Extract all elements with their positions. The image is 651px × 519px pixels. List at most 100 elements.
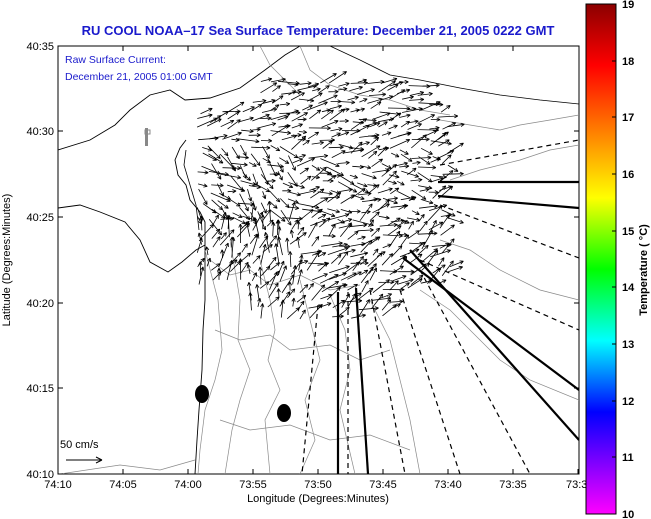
- current-vector: [397, 180, 405, 186]
- current-vector: [226, 216, 231, 238]
- current-vector: [411, 210, 420, 215]
- current-vector: [372, 296, 392, 301]
- current-vector: [300, 175, 312, 185]
- current-vector: [290, 92, 305, 101]
- current-vector: [391, 152, 400, 158]
- current-vector: [337, 87, 348, 92]
- current-vector: [356, 107, 365, 112]
- current-vector: [238, 223, 243, 244]
- coastline-north: [58, 46, 301, 151]
- current-vector: [260, 303, 265, 319]
- current-vector: [270, 130, 292, 135]
- current-vector: [322, 140, 333, 149]
- beam-line: [439, 139, 579, 166]
- current-vector: [420, 147, 433, 155]
- current-vector: [417, 165, 437, 170]
- colorbar-ticks: [612, 3, 616, 515]
- current-vector: [200, 107, 213, 115]
- current-vector: [379, 293, 393, 299]
- current-vector: [296, 294, 307, 303]
- station-marker: [277, 404, 291, 422]
- current-vector: [447, 217, 464, 224]
- current-vector: [257, 122, 277, 129]
- current-vector: [307, 92, 323, 102]
- current-vector: [419, 220, 428, 231]
- current-vector: [389, 265, 404, 276]
- current-vector: [276, 288, 281, 298]
- current-vector: [232, 216, 246, 225]
- current-vector: [297, 154, 306, 158]
- current-vector: [277, 115, 289, 121]
- colorbar-tick-label: 17: [622, 112, 634, 124]
- x-tick-label: 73:50: [304, 479, 332, 491]
- current-vector: [252, 127, 261, 132]
- current-vector: [207, 145, 221, 159]
- current-vector: [368, 134, 378, 139]
- x-tick-marks: [57, 46, 579, 474]
- current-vector: [240, 144, 247, 157]
- current-vector: [212, 236, 221, 248]
- current-vector: [347, 283, 358, 291]
- current-vector: [441, 260, 454, 277]
- current-vector: [277, 162, 284, 173]
- current-vector: [240, 180, 257, 187]
- current-vector: [427, 249, 439, 264]
- current-vector: [219, 259, 238, 274]
- current-vector: [288, 205, 300, 210]
- current-vectors: [196, 71, 465, 320]
- current-vector: [411, 189, 427, 200]
- current-vector: [337, 181, 358, 193]
- y-tick-label: 40:10: [26, 469, 54, 481]
- current-vector: [417, 244, 429, 256]
- current-vector: [262, 191, 267, 200]
- current-vector: [369, 122, 381, 128]
- current-vector: [397, 278, 414, 285]
- current-vector: [399, 113, 411, 118]
- current-vector: [221, 212, 227, 230]
- current-vector: [449, 260, 464, 267]
- current-vector: [430, 117, 441, 122]
- current-vector: [347, 230, 359, 240]
- current-vector: [372, 112, 391, 120]
- current-vector: [387, 84, 399, 91]
- current-vector: [328, 145, 344, 150]
- current-vector: [349, 85, 363, 92]
- current-vector: [209, 134, 228, 140]
- current-vector: [447, 164, 459, 172]
- current-vector: [219, 242, 229, 264]
- current-vector: [281, 274, 295, 294]
- current-vector: [268, 282, 279, 298]
- current-vector: [317, 214, 327, 219]
- current-vector: [441, 209, 456, 217]
- colorbar-tick-label: 15: [622, 226, 634, 238]
- current-vector: [389, 139, 411, 149]
- current-vector: [321, 241, 343, 247]
- current-vector: [270, 262, 281, 271]
- current-vector: [257, 297, 262, 307]
- current-vector: [217, 111, 229, 119]
- current-vector: [287, 82, 299, 87]
- current-vector: [222, 131, 242, 140]
- current-vector: [377, 199, 390, 211]
- current-vector: [268, 256, 277, 267]
- current-vector: [308, 222, 318, 238]
- current-vector: [227, 111, 240, 120]
- y-tick-label: 40:25: [26, 212, 54, 224]
- current-vector: [369, 211, 380, 221]
- current-vector: [409, 97, 425, 102]
- current-vector: [269, 271, 278, 290]
- current-vector: [217, 200, 229, 209]
- current-vector: [288, 90, 297, 96]
- current-vector: [387, 180, 397, 185]
- current-vector: [367, 79, 385, 85]
- current-vector: [205, 246, 210, 256]
- current-vector: [350, 125, 370, 136]
- coastline-raritan-bay: [58, 204, 206, 273]
- current-vector: [211, 163, 222, 180]
- current-vector: [270, 145, 281, 152]
- current-vector: [370, 293, 384, 310]
- colorbar-tick-label: 18: [622, 56, 634, 68]
- current-vector: [389, 174, 400, 179]
- current-vector: [381, 253, 394, 266]
- bathymetry-contours: [59, 46, 579, 474]
